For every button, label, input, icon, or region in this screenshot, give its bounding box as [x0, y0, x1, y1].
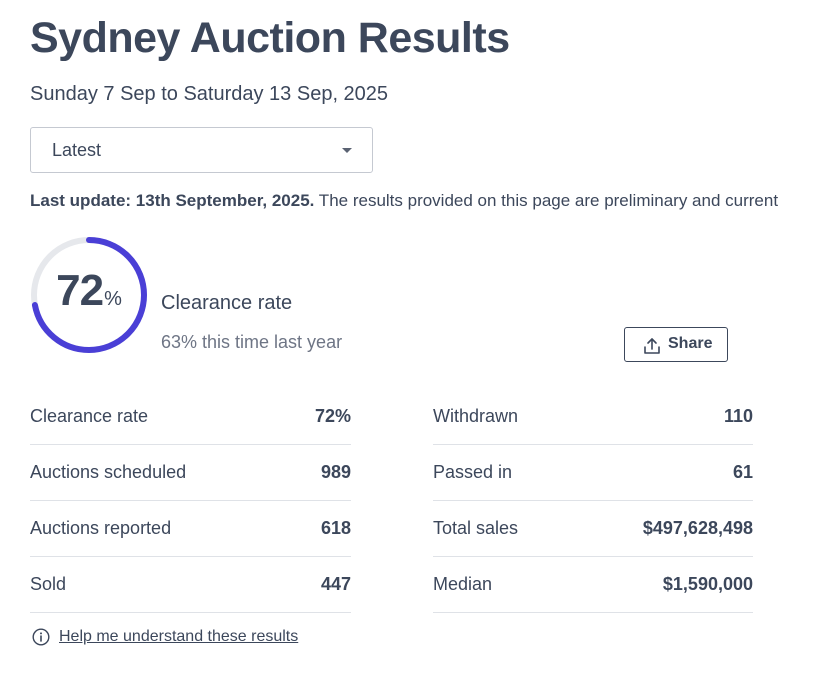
stat-value: 618 [320, 518, 351, 538]
stat-label: Clearance rate [30, 406, 149, 426]
select-value: Latest [52, 140, 102, 160]
stat-label: Total sales [433, 518, 519, 538]
stat-label: Passed in [433, 462, 513, 482]
caret-down-icon [342, 148, 352, 153]
last-year-comparison: 63% this time last year [161, 332, 343, 352]
stat-value: 61 [732, 462, 753, 482]
last-update-text: The results provided on this page are pr… [314, 191, 779, 210]
clearance-rate-percent: % [104, 288, 122, 310]
date-range: Sunday 7 Sep to Saturday 13 Sep, 2025 [30, 83, 389, 105]
stat-value: $497,628,498 [642, 518, 753, 538]
ring-progress [31, 237, 147, 353]
clearance-rate-label: Clearance rate [161, 292, 293, 314]
stats-table-left: Clearance rate 72% Auctions scheduled 98… [30, 389, 351, 613]
stat-row-total-sales: Total sales $497,628,498 [433, 501, 753, 557]
results-period-select[interactable]: Latest [30, 127, 373, 173]
stat-label: Median [433, 574, 493, 594]
stat-row-withdrawn: Withdrawn 110 [433, 389, 753, 445]
stat-value: 72% [314, 406, 351, 426]
stat-row-auctions-scheduled: Auctions scheduled 989 [30, 445, 351, 501]
stat-value: 989 [320, 462, 351, 482]
stat-row-sold: Sold 447 [30, 557, 351, 613]
info-icon [32, 628, 50, 646]
stats-table-right: Withdrawn 110 Passed in 61 Total sales $… [433, 389, 753, 613]
last-update-notice: Last update: 13th September, 2025. The r… [30, 191, 778, 211]
stat-value: $1,590,000 [662, 574, 753, 594]
stat-row-clearance-rate: Clearance rate 72% [30, 389, 351, 445]
page-title: Sydney Auction Results [30, 14, 510, 62]
clearance-rate-ring [31, 237, 147, 353]
help-link-label: Help me understand these results [59, 628, 299, 645]
stat-label: Auctions scheduled [30, 462, 187, 482]
stat-label: Withdrawn [433, 406, 519, 426]
clearance-rate-number: 72 [56, 266, 104, 315]
share-button-label: Share [668, 335, 713, 352]
stat-row-auctions-reported: Auctions reported 618 [30, 501, 351, 557]
stat-row-median: Median $1,590,000 [433, 557, 753, 613]
stat-row-passed-in: Passed in 61 [433, 445, 753, 501]
share-button[interactable]: Share [624, 327, 728, 362]
clearance-rate-display: 72% [30, 266, 148, 316]
share-upload-icon [644, 338, 660, 354]
stat-label: Auctions reported [30, 518, 172, 538]
stat-value: 447 [320, 574, 351, 594]
stat-value: 110 [723, 406, 753, 426]
last-update-date: Last update: 13th September, 2025. [30, 191, 315, 210]
stat-label: Sold [30, 574, 67, 594]
